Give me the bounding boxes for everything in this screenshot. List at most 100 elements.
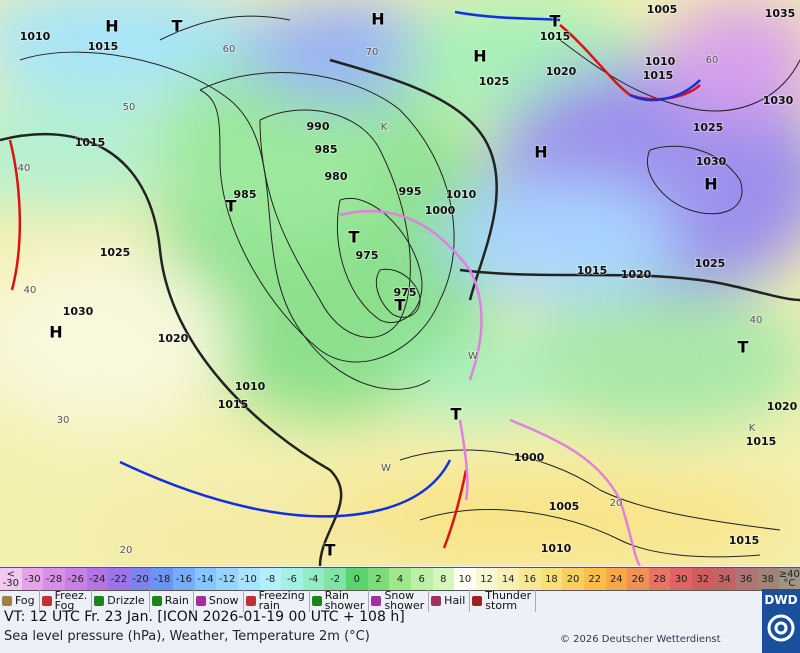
pressure-center: T [226,197,237,216]
legend-item: Hail [429,590,471,612]
map-label: W [381,463,391,474]
scale-cell: 16 [519,568,541,590]
map-label: K [381,122,388,133]
pressure-label: 1005 [647,3,678,16]
legend-item: Freezing rain [244,590,310,612]
scale-cell: 24 [605,568,628,590]
legend-text: Hail [444,594,466,607]
legend-text: Drizzle [107,594,145,607]
copyright: © 2026 Deutscher Wetterdienst [560,634,721,645]
temperature-label: 50 [123,102,136,113]
legend-text: Rain [164,594,189,607]
legend-item: Snow [194,590,244,612]
weather-legend: Fog Freez. Fog Drizzle Rain Snow Freezing rai… [0,590,760,612]
pressure-label: 1010 [235,380,266,393]
legend-icon [311,596,322,606]
scale-cell: 30 [670,568,692,590]
pressure-center: H [473,47,486,66]
legend-icon [41,596,52,606]
temperature-label: 20 [610,498,623,509]
temperature-field [0,0,800,566]
pressure-label: 1030 [763,94,794,107]
logo: DWD [762,589,800,653]
scale-cell: -2 [324,568,346,590]
legend-item: Fog [0,590,40,612]
pressure-center: T [349,228,360,247]
scale-cell: 6 [410,568,433,590]
pressure-label: 1020 [546,65,577,78]
legend-icon [431,596,442,606]
scale-cell: -28 [43,568,65,590]
pressure-center: H [371,10,384,29]
pressure-label: 1000 [425,204,456,217]
pressure-label: 985 [234,188,257,201]
legend-icon [472,596,483,606]
isobars [0,15,800,566]
legend-icon [151,596,162,606]
pressure-label: 1025 [695,257,726,270]
scale-cell: -18 [151,568,173,590]
pressure-label: 1015 [75,136,106,149]
scale-cell: 14 [497,568,519,590]
legend-item: Snow shower [369,589,430,612]
pressure-label: 1010 [541,542,572,555]
legend-text: Snow shower [384,589,425,612]
scale-cell: 38 [756,568,779,590]
legend-text: Fog [15,594,35,607]
legend-item: Freez. Fog [40,590,93,612]
scale-cell: 34 [713,568,736,590]
temperature-label: 20 [120,545,133,556]
scale-cell: -12 [216,568,238,590]
legend-text: Freez. Fog [54,589,88,612]
pressure-center: H [49,323,62,342]
pressure-label: 975 [394,286,417,299]
temperature-label: 70 [366,47,379,58]
scale-cell: -30 [21,568,44,590]
legend-icon [245,596,256,606]
pressure-label: 1020 [158,332,189,345]
scale-cell: -10 [237,568,260,590]
pressure-label: 1020 [767,400,798,413]
pressure-label: 1015 [729,534,760,547]
pressure-label: 975 [356,249,379,262]
pressure-label: 1010 [645,55,676,68]
scale-cell: -16 [173,568,195,590]
pressure-center: T [172,17,183,36]
scale-cell: -20 [129,568,152,590]
map: 1010101510151025103010201010101599098598… [0,0,800,566]
legend-icon [371,596,382,606]
scale-cell: 0 [346,568,368,590]
temperature-label: 60 [223,44,236,55]
description: Sea level pressure (hPa), Weather, Tempe… [4,629,370,644]
pressure-center: H [105,17,118,36]
legend-text: Rain shower [324,589,365,612]
scale-cell: 12 [475,568,498,590]
pressure-label: 1015 [643,69,674,82]
pressure-label: 985 [315,143,338,156]
scale-cell: -8 [259,568,282,590]
scale-cell: -4 [302,568,325,590]
legend-item: Thunder storm [470,590,537,612]
pressure-center: T [395,296,406,315]
legend-text: Freezing rain [258,589,305,612]
legend-icon [195,596,206,606]
legend-item: Rain shower [310,590,370,612]
scale-cell: 2 [367,568,390,590]
scale-cell: -14 [194,568,217,590]
legend-item: Rain [150,590,194,612]
pressure-label: 1015 [540,30,571,43]
pressure-label: 1005 [549,500,580,513]
pressure-label: 980 [325,170,348,183]
scale-cell: 10 [454,568,476,590]
pressure-center: T [325,541,336,560]
legend-item: Drizzle [92,590,150,612]
scale-cell: 18 [540,568,563,590]
temperature-label: 40 [24,285,37,296]
pressure-label: 1030 [696,155,727,168]
pressure-center: T [550,12,561,31]
scale-cell: ≥40 °C [778,568,800,590]
scale-cell: -24 [86,568,109,590]
scale-cell: 8 [432,568,455,590]
scale-cell: 20 [562,568,584,590]
